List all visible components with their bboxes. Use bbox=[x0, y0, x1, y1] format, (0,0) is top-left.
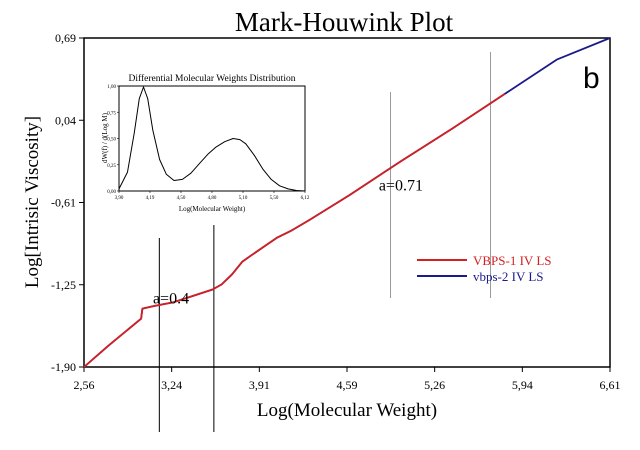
x-tick-label: 3,24 bbox=[161, 378, 182, 392]
annotation-slope-high: a=0.71 bbox=[379, 177, 423, 194]
inset-y-axis-label: dW(f) / d(Log M) bbox=[101, 112, 109, 163]
inset-title: Differential Molecular Weights Distribut… bbox=[129, 73, 296, 84]
inset-y-tick-label: 0,75 bbox=[107, 111, 116, 116]
x-tick-label: 3,91 bbox=[249, 378, 270, 392]
inset-x-tick-label: 3,90 bbox=[115, 196, 124, 201]
legend: VBPS-1 IV LS vbps-2 IV LS bbox=[417, 253, 552, 284]
legend-label-vbps-1: VBPS-1 IV LS bbox=[473, 253, 552, 268]
axis-ticks: 2,56 3,24 3,91 4,59 5,26 5,94 6,61 0,69 0,04 -0,6… bbox=[51, 31, 621, 392]
x-axis-label: Log(Molecular Weight) bbox=[257, 400, 437, 421]
inset-y-tick-label: 0,25 bbox=[107, 164, 116, 169]
inset-x-axis-label: Log(Molecular Weight) bbox=[179, 205, 246, 213]
x-tick-label: 5,94 bbox=[512, 378, 533, 392]
x-tick-label: 2,56 bbox=[74, 378, 95, 392]
inset-distribution-curve bbox=[118, 86, 306, 192]
panel-label: b bbox=[583, 62, 600, 95]
y-axis-label: Log[Intrisic Viscosity] bbox=[22, 116, 43, 288]
y-tick-label: -0,61 bbox=[51, 196, 76, 210]
inset-x-tick-label: 6,12 bbox=[301, 196, 310, 201]
inset-y-tick-label: 0,00 bbox=[107, 190, 116, 195]
inset-x-tick-label: 4,19 bbox=[146, 196, 155, 201]
series-lines bbox=[83, 37, 611, 368]
x-tick-label: 6,61 bbox=[600, 378, 621, 392]
chart-title: Mark-Houwink Plot bbox=[235, 7, 454, 37]
inset-x-tick-label: 4,80 bbox=[208, 196, 217, 201]
x-tick-label: 4,59 bbox=[337, 378, 358, 392]
legend-label-vbps-2: vbps-2 IV LS bbox=[473, 269, 544, 284]
y-tick-label: 0,69 bbox=[55, 31, 76, 45]
inset-frame bbox=[118, 85, 306, 192]
series-line-vbps-1-iv-ls bbox=[83, 93, 506, 368]
annotation-slope-low: a=0.4 bbox=[153, 290, 189, 307]
inset-x-tick-label: 5,10 bbox=[239, 196, 248, 201]
y-tick-label: 0,04 bbox=[55, 113, 76, 127]
inset-y-tick-label: 1,00 bbox=[107, 85, 116, 90]
x-tick-label: 5,26 bbox=[424, 378, 445, 392]
inset-series-lines bbox=[118, 86, 306, 192]
inset-chart: Differential Molecular Weights Distribut… bbox=[101, 73, 310, 213]
y-tick-label: -1,25 bbox=[51, 278, 76, 292]
inset-axis-ticks: 3,90 4,19 4,50 4,80 5,10 5,50 6,12 1,00 0,75 0,50… bbox=[107, 85, 310, 201]
vertical-markers bbox=[158, 52, 492, 432]
inset-x-tick-label: 5,50 bbox=[270, 196, 279, 201]
inset-y-tick-label: 0,50 bbox=[107, 138, 116, 143]
inset-x-tick-label: 4,50 bbox=[177, 196, 186, 201]
y-tick-label: -1,90 bbox=[51, 360, 76, 374]
